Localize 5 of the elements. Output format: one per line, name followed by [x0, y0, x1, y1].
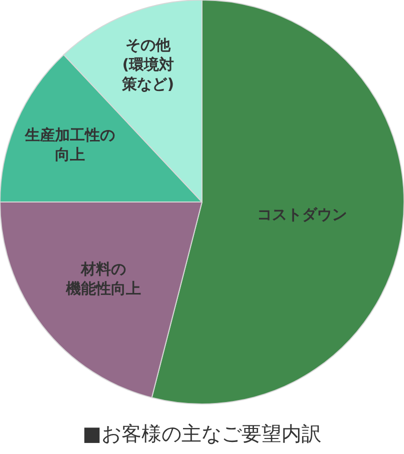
slice-label: 生産加工性の向上 [24, 126, 115, 164]
slice-label: その他(環境対策など) [121, 36, 174, 94]
slice-label: コストダウン [257, 206, 348, 224]
text: ■お客様の主なご要望内訳 [82, 421, 322, 446]
slice-label: 材料の機能性向上 [65, 260, 142, 298]
